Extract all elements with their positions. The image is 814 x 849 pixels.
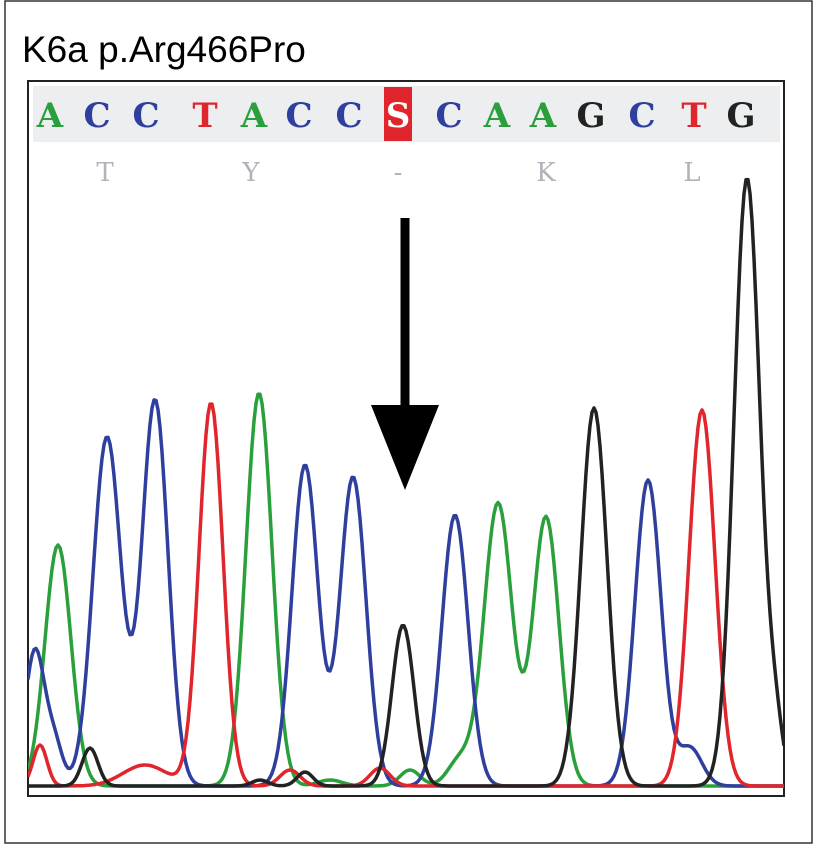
base-letter: C [285,96,312,136]
base-letter: G [576,96,605,136]
base-letter: A [240,96,268,136]
base-letter: T [681,96,706,136]
base-letter: C [83,96,110,136]
amino-acid: Y [241,158,260,188]
traces [28,177,784,788]
base-letter: C [628,96,655,136]
trace [28,177,784,788]
base-letter: S [386,96,411,136]
base-letter: T [192,96,217,136]
base-letter: G [726,96,755,136]
amino-acid: L [683,158,700,188]
base-highlight [384,87,412,141]
amino-acid: T [96,158,114,188]
base-letter: C [335,96,362,136]
sequence: A C C T A C C S C A A G C T GT Y - K L [36,87,756,188]
arrow-head [371,405,439,490]
amino-acid: K [536,158,556,188]
base-letter: C [132,96,159,136]
base-letter: A [529,96,557,136]
base-letter: A [483,96,511,136]
title: K6a p.Arg466Pro [22,29,306,70]
base-letter: A [36,96,64,136]
base-letter: C [435,96,462,136]
amino-acid: - [394,158,403,188]
